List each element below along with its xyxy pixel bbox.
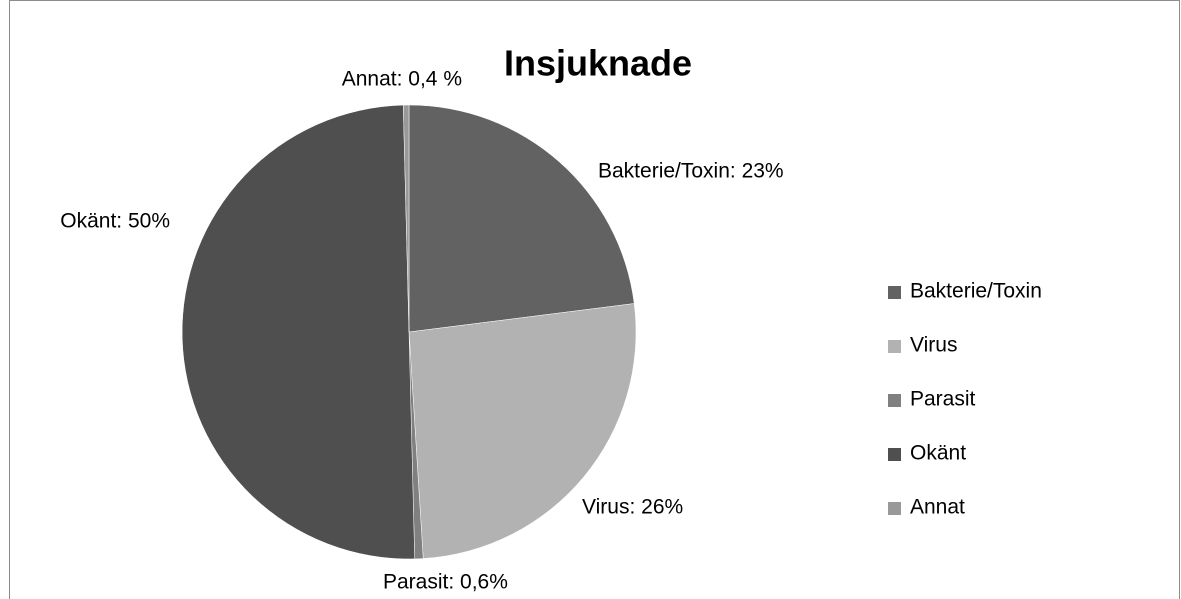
legend-swatch (888, 340, 901, 353)
legend-swatch (888, 286, 901, 299)
pie-slice (408, 303, 637, 559)
legend-label: Virus (910, 334, 957, 357)
legend-label: Bakterie/Toxin (910, 280, 1042, 303)
legend-swatch (888, 394, 901, 407)
data-label: Okänt: 50% (60, 210, 170, 233)
legend-label: Parasit (910, 388, 976, 411)
legend-label: Annat (910, 496, 965, 519)
legend-swatch (888, 448, 901, 461)
data-label: Virus: 26% (582, 496, 683, 519)
chart-title: Insjuknade (504, 43, 692, 84)
data-label: Annat: 0,4 % (342, 68, 462, 91)
pie-slice (408, 104, 635, 333)
pie-slice (182, 104, 415, 560)
legend-label: Okänt (910, 442, 966, 465)
legend-swatch (888, 502, 901, 515)
pie-slice (403, 104, 410, 333)
data-label: Parasit: 0,6% (383, 571, 508, 594)
data-label: Bakterie/Toxin: 23% (598, 160, 784, 183)
